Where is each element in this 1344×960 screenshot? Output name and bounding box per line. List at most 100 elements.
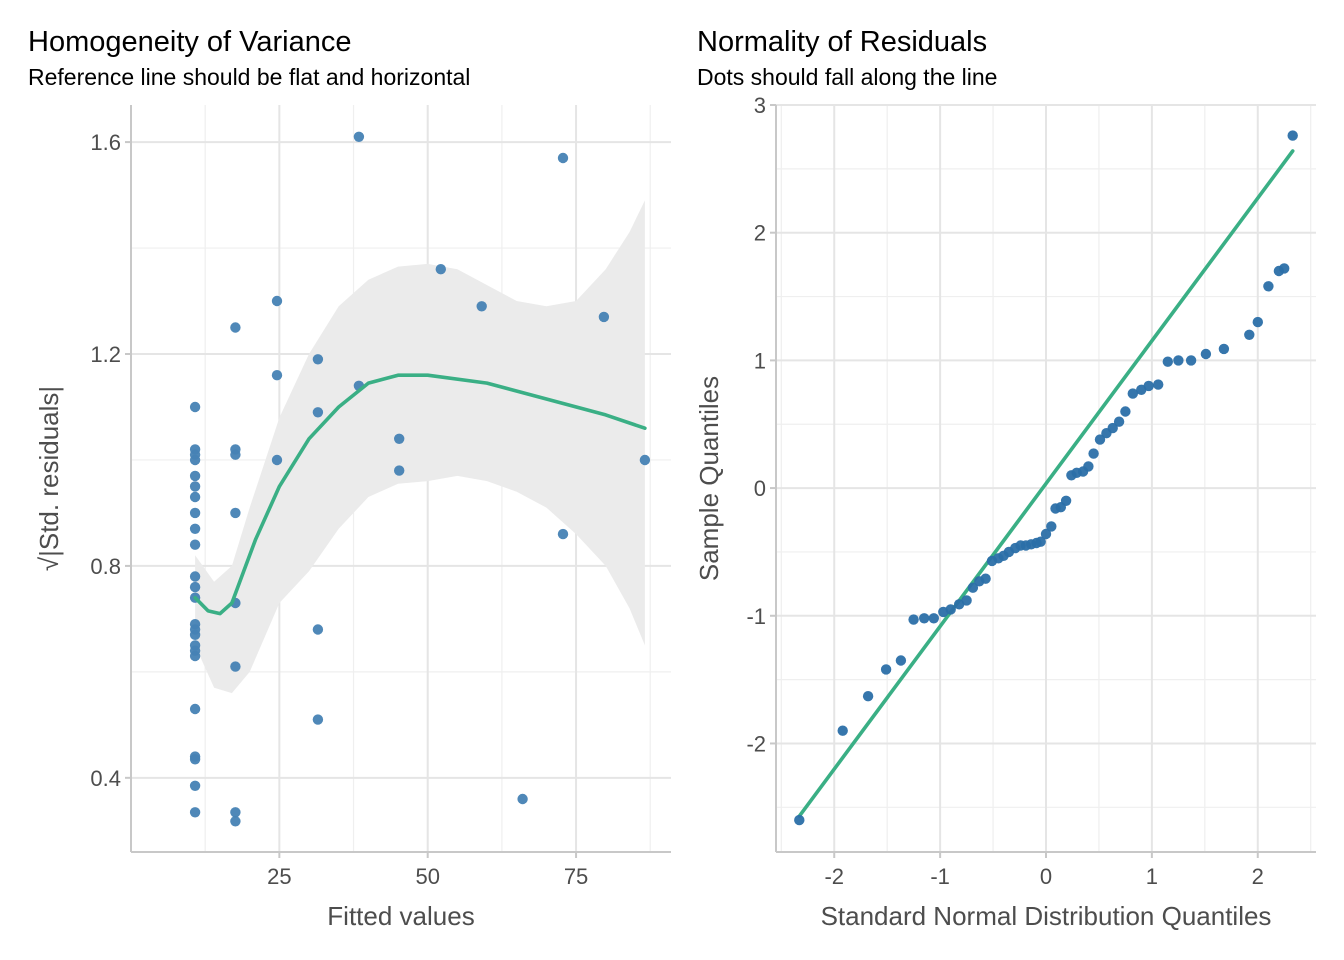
data-point [189, 523, 201, 534]
confidence-band [195, 200, 645, 694]
data-point [230, 507, 241, 519]
panel-subtitle: Reference line should be flat and horizo… [28, 64, 470, 90]
y-tick-label: 1.6 [90, 130, 121, 155]
data-point [353, 131, 365, 142]
data-point [967, 582, 979, 593]
data-point [1185, 355, 1197, 366]
data-point [1263, 281, 1274, 292]
data-point [435, 264, 446, 275]
y-axis-title: Sample Quantiles [694, 376, 724, 581]
reference-line [797, 149, 1295, 818]
data-point [1153, 379, 1164, 390]
data-point [945, 604, 956, 615]
data-point [1113, 416, 1125, 427]
data-point [1162, 356, 1174, 367]
data-point [1046, 521, 1057, 532]
data-point [1040, 528, 1052, 540]
data-point [1173, 355, 1184, 366]
y-tick-label: 1.2 [90, 342, 121, 367]
data-point [1143, 380, 1154, 392]
data-point [189, 571, 201, 582]
homogeneity-of-variance-panel: Homogeneity of Variance Reference line s… [28, 26, 671, 931]
data-point [1244, 329, 1255, 340]
data-point [837, 725, 848, 736]
axes: 25 50 75 0.4 0.8 1.2 1.6 [90, 105, 671, 889]
panel-subtitle: Dots should fall along the line [697, 64, 997, 90]
data-point [928, 613, 939, 624]
data-point [1088, 448, 1099, 459]
x-tick-label: 1 [1146, 864, 1158, 889]
data-point [895, 655, 907, 666]
data-point [230, 449, 241, 460]
data-point [639, 454, 651, 466]
panel-title: Normality of Residuals [697, 26, 987, 58]
data-point [1083, 461, 1094, 472]
y-tick-label: 3 [754, 93, 766, 118]
points [794, 130, 1298, 826]
gridlines [776, 104, 1316, 852]
data-point [862, 691, 874, 702]
data-point [1279, 263, 1290, 274]
data-point [1035, 536, 1046, 547]
x-tick-label: 2 [1252, 864, 1264, 889]
y-tick-label: 0.4 [90, 766, 121, 791]
data-point [312, 624, 324, 635]
y-tick-label: 1 [754, 348, 766, 373]
data-point [880, 664, 892, 675]
data-point [1287, 130, 1298, 141]
data-point [189, 491, 201, 503]
data-point [189, 507, 201, 519]
data-point [794, 814, 805, 826]
data-point [961, 595, 972, 606]
data-point [557, 528, 569, 540]
data-point [189, 454, 201, 466]
data-point [476, 301, 487, 312]
data-point [189, 703, 201, 715]
data-point [189, 539, 201, 550]
data-point [1060, 495, 1072, 506]
data-point [1120, 406, 1131, 417]
x-tick-label: -2 [824, 864, 844, 889]
data-point [598, 311, 610, 323]
data-point [230, 807, 241, 818]
y-tick-label: 0.8 [90, 554, 121, 579]
data-point [908, 614, 919, 625]
y-tick-label: -2 [746, 731, 766, 756]
data-point [230, 816, 241, 827]
panel-title: Homogeneity of Variance [28, 26, 351, 58]
data-point [189, 481, 201, 492]
data-point [1094, 434, 1106, 445]
data-point [394, 465, 405, 476]
points [189, 131, 651, 827]
data-point [980, 573, 991, 584]
data-point [1107, 422, 1118, 434]
data-point [271, 454, 283, 466]
x-tick-label: 25 [267, 864, 291, 889]
data-point [230, 322, 241, 333]
data-point [312, 407, 324, 418]
normality-of-residuals-panel: Normality of Residuals Dots should fall … [694, 26, 1316, 931]
x-tick-label: 50 [415, 864, 439, 889]
x-tick-label: 75 [564, 864, 588, 889]
data-point [189, 629, 201, 640]
data-point [312, 714, 324, 725]
data-point [271, 295, 283, 307]
y-tick-label: 0 [754, 476, 766, 501]
x-tick-label: 0 [1040, 864, 1052, 889]
data-point [189, 780, 201, 791]
y-axis-title: √|Std. residuals| [34, 386, 64, 571]
data-point [919, 613, 930, 624]
data-point [394, 433, 405, 444]
data-point [271, 370, 283, 381]
x-tick-label: -1 [930, 864, 950, 889]
smooth-line [193, 373, 647, 616]
data-point [1127, 388, 1139, 399]
data-point [189, 754, 201, 765]
data-point [189, 470, 201, 482]
data-point [1252, 316, 1264, 328]
data-point [230, 661, 241, 672]
y-tick-label: -1 [746, 604, 766, 629]
y-tick-label: 2 [754, 221, 766, 246]
x-axis-title: Standard Normal Distribution Quantiles [821, 901, 1272, 931]
